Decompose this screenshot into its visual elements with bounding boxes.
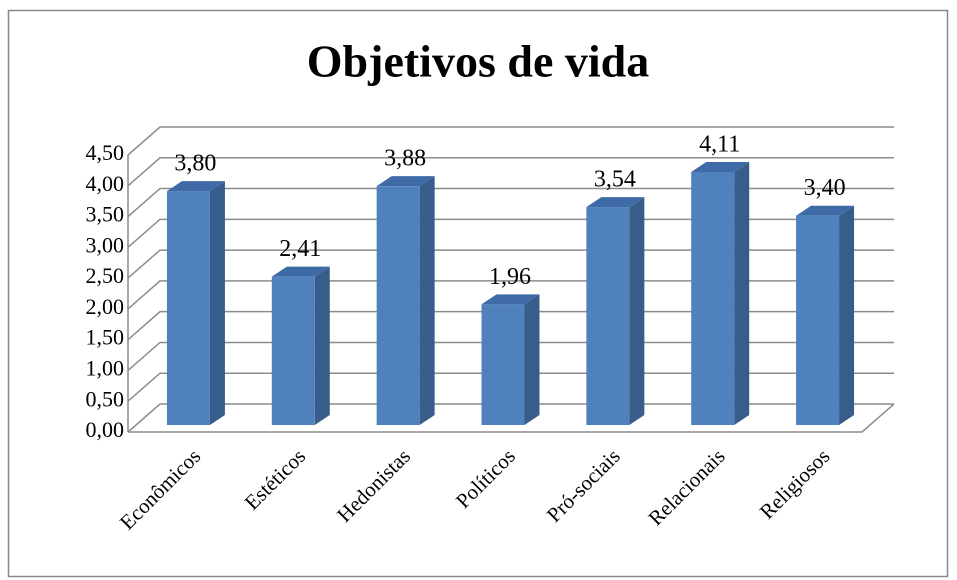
chart-border	[7, 9, 949, 578]
grid-line	[127, 187, 894, 218]
y-tick-label: 2,00	[86, 294, 125, 319]
grid-line	[127, 341, 894, 372]
bar-top	[271, 266, 330, 277]
bar-top	[796, 205, 855, 216]
bar-top	[481, 294, 540, 305]
bar-side	[209, 181, 225, 425]
data-label: 3,54	[594, 167, 636, 193]
y-tick-label: 4,00	[86, 171, 125, 196]
floor	[128, 403, 895, 433]
bar-side	[839, 205, 855, 425]
bar-side	[314, 266, 330, 425]
y-tick-label: 0,50	[86, 386, 125, 411]
y-tick-label: 3,00	[86, 232, 125, 257]
bar-top	[691, 162, 750, 173]
y-tick-label: 0,00	[86, 417, 125, 442]
y-tick-label: 2,50	[86, 263, 125, 288]
y-tick-label: 1,50	[86, 325, 125, 350]
data-label: 1,96	[489, 264, 531, 290]
grid-line	[127, 403, 894, 433]
data-label: 4,11	[699, 132, 740, 158]
bar	[796, 205, 855, 425]
grid-line	[127, 280, 894, 310]
bar	[376, 176, 435, 425]
bar	[166, 181, 225, 425]
y-tick-label: 3,50	[86, 202, 125, 227]
data-label: 3,40	[804, 175, 846, 201]
bar-front	[271, 276, 315, 425]
data-label: 3,80	[174, 151, 216, 177]
bar-front	[376, 186, 420, 425]
grid-line	[127, 157, 894, 187]
grid-line	[127, 249, 894, 279]
bar-top	[376, 176, 435, 187]
bar-front	[586, 207, 630, 425]
bar-side	[524, 294, 540, 425]
grid-line	[127, 310, 894, 341]
bar-top	[166, 181, 225, 192]
grid-line	[127, 218, 894, 248]
bar-side	[629, 197, 645, 425]
grid-line	[127, 372, 894, 402]
bar-front	[691, 172, 735, 425]
bar	[481, 294, 540, 425]
bar-front	[166, 191, 210, 425]
bar-side	[419, 176, 435, 425]
bar-top	[586, 197, 645, 208]
y-tick-label: 1,00	[86, 355, 125, 380]
bar	[691, 162, 750, 426]
bar	[586, 197, 645, 425]
data-label: 2,41	[279, 236, 321, 262]
grid-line	[127, 126, 894, 156]
chart-title: Objetivos de vida	[307, 36, 649, 87]
data-label: 3,88	[384, 146, 426, 172]
bar-front	[481, 304, 525, 425]
bar	[271, 266, 330, 425]
bar-front	[796, 215, 840, 425]
bar-side	[734, 162, 750, 426]
y-tick-label: 4,50	[86, 140, 125, 165]
